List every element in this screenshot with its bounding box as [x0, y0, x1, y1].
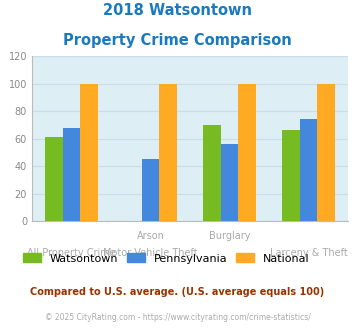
- Bar: [238, 83, 256, 221]
- Bar: [159, 83, 177, 221]
- Bar: [203, 125, 221, 221]
- Text: Arson: Arson: [136, 231, 164, 241]
- Text: Burglary: Burglary: [209, 231, 250, 241]
- Bar: [282, 130, 300, 221]
- Bar: [142, 159, 159, 221]
- Legend: Watsontown, Pennsylvania, National: Watsontown, Pennsylvania, National: [20, 250, 313, 267]
- Text: Larceny & Theft: Larceny & Theft: [269, 248, 347, 257]
- Text: 2018 Watsontown: 2018 Watsontown: [103, 3, 252, 18]
- Text: Motor Vehicle Theft: Motor Vehicle Theft: [103, 248, 198, 257]
- Bar: [80, 83, 98, 221]
- Bar: [63, 128, 80, 221]
- Text: All Property Crime: All Property Crime: [27, 248, 116, 257]
- Text: © 2025 CityRating.com - https://www.cityrating.com/crime-statistics/: © 2025 CityRating.com - https://www.city…: [45, 314, 310, 322]
- Bar: [221, 144, 238, 221]
- Bar: [300, 119, 317, 221]
- Text: Compared to U.S. average. (U.S. average equals 100): Compared to U.S. average. (U.S. average …: [31, 287, 324, 297]
- Text: Property Crime Comparison: Property Crime Comparison: [63, 33, 292, 48]
- Bar: [45, 137, 63, 221]
- Bar: [317, 83, 335, 221]
